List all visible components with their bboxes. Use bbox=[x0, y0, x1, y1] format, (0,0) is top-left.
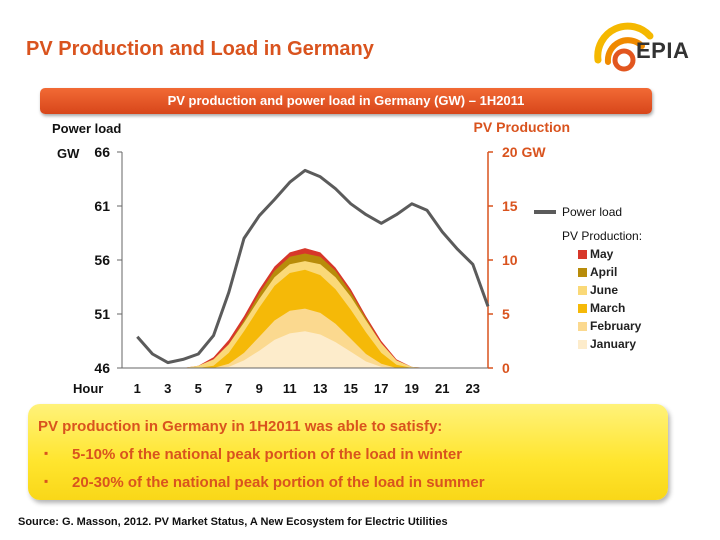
legend-label-march: March bbox=[590, 301, 625, 315]
callout-item-summer: ▪ 20-30% of the national peak portion of… bbox=[44, 474, 485, 491]
legend: Power load PV Production: May April June Marc… bbox=[534, 205, 642, 351]
x-tick-label: 19 bbox=[405, 381, 419, 396]
logo-text: EPIA bbox=[636, 38, 690, 63]
legend-swatch-may bbox=[578, 250, 587, 259]
load-layer bbox=[136, 168, 490, 365]
x-tick-label: 1 bbox=[134, 381, 141, 396]
x-tick-label: 15 bbox=[344, 381, 358, 396]
legend-label-february: February bbox=[590, 319, 642, 333]
callout-item-text: 5-10% of the national peak portion of th… bbox=[72, 446, 463, 463]
legend-load-label: Power load bbox=[562, 205, 622, 219]
right-tick-label: 0 bbox=[502, 360, 510, 376]
x-tick-label: 11 bbox=[283, 381, 297, 396]
left-tick-label: 66 bbox=[94, 144, 110, 160]
left-tick-label: 56 bbox=[94, 252, 110, 268]
x-tick-label: 9 bbox=[256, 381, 263, 396]
x-tick-label: 7 bbox=[225, 381, 232, 396]
legend-label-january: January bbox=[590, 337, 636, 351]
callout-item-text: 20-30% of the national peak portion of t… bbox=[72, 474, 485, 491]
x-tick-label: 5 bbox=[195, 381, 202, 396]
right-tick-label: 10 bbox=[502, 252, 518, 268]
left-tick-label: 46 bbox=[94, 360, 110, 376]
pv-area-january bbox=[137, 331, 488, 368]
callout-heading: PV production in Germany in 1H2011 was a… bbox=[38, 418, 443, 435]
left-axis-title: Power load bbox=[52, 121, 121, 136]
x-tick-label: 13 bbox=[313, 381, 327, 396]
legend-pv-title: PV Production: bbox=[562, 229, 642, 243]
right-axis-title: PV Production bbox=[474, 119, 570, 135]
x-axis-title: Hour bbox=[73, 381, 103, 396]
bullet-icon: ▪ bbox=[44, 474, 49, 488]
callout-item-winter: ▪ 5-10% of the national peak portion of … bbox=[44, 446, 463, 463]
right-tick-label: 15 bbox=[502, 198, 518, 214]
legend-swatch-april bbox=[578, 268, 587, 277]
summary-callout: PV production in Germany in 1H2011 was a… bbox=[28, 404, 668, 500]
legend-label-april: April bbox=[590, 265, 617, 279]
left-axis-unit: GW bbox=[57, 146, 80, 161]
legend-swatch-january bbox=[578, 340, 587, 349]
bullet-icon: ▪ bbox=[44, 446, 49, 460]
chart-title: PV production and power load in Germany … bbox=[40, 88, 652, 114]
epia-logo bbox=[594, 22, 654, 72]
source-note: Source: G. Masson, 2012. PV Market Statu… bbox=[18, 516, 448, 528]
x-tick-label: 17 bbox=[374, 381, 388, 396]
legend-swatch-march bbox=[578, 304, 587, 313]
right-tick-label: 20 GW bbox=[502, 144, 546, 160]
legend-swatch-june bbox=[578, 286, 587, 295]
left-tick-label: 51 bbox=[94, 306, 110, 322]
legend-swatch-february bbox=[578, 322, 587, 331]
legend-label-june: June bbox=[590, 283, 618, 297]
x-tick-label: 21 bbox=[435, 381, 449, 396]
x-tick-label: 23 bbox=[466, 381, 480, 396]
x-tick-label: 3 bbox=[164, 381, 171, 396]
left-tick-label: 61 bbox=[94, 198, 110, 214]
legend-label-may: May bbox=[590, 247, 614, 261]
right-tick-label: 5 bbox=[502, 306, 510, 322]
slide-title: PV Production and Load in Germany bbox=[26, 38, 374, 60]
load-line bbox=[136, 168, 490, 365]
pv-areas bbox=[137, 248, 488, 368]
